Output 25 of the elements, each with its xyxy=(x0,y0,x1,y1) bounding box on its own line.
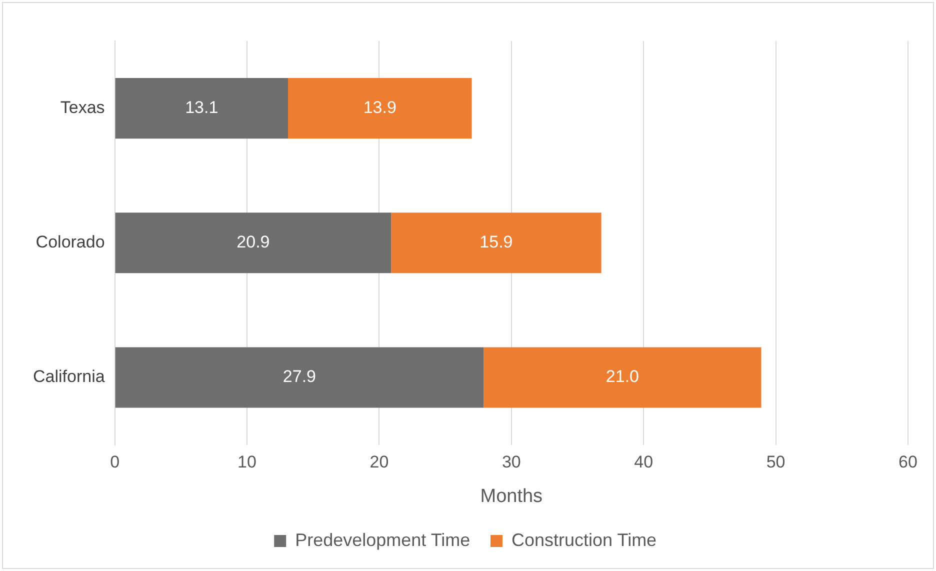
x-tick-label: 0 xyxy=(110,452,120,472)
x-tick-label: 10 xyxy=(238,452,256,472)
legend-label: Predevelopment Time xyxy=(295,530,470,550)
bar xyxy=(288,78,472,139)
x-tick-label: 50 xyxy=(766,452,786,472)
data-label: 21.0 xyxy=(606,367,639,386)
x-tick-label: 60 xyxy=(898,452,918,472)
bar xyxy=(484,347,762,408)
bar xyxy=(115,78,288,139)
bar xyxy=(115,212,392,274)
x-tick-label: 20 xyxy=(370,452,389,472)
y-tick-label: Texas xyxy=(60,98,105,117)
data-label: 13.9 xyxy=(363,98,396,117)
bar xyxy=(115,347,484,408)
legend-label: Construction Time xyxy=(512,530,657,550)
y-tick-label: California xyxy=(33,367,106,386)
bar xyxy=(391,212,602,274)
data-label: 20.9 xyxy=(236,232,270,252)
y-tick-label: Colorado xyxy=(36,232,105,252)
x-tick-label: 40 xyxy=(634,452,654,472)
data-label: 15.9 xyxy=(480,232,513,252)
x-axis-title: Months xyxy=(480,486,543,507)
data-label: 27.9 xyxy=(282,367,316,386)
x-tick-label: 30 xyxy=(502,452,521,472)
data-label: 13.1 xyxy=(185,98,218,117)
